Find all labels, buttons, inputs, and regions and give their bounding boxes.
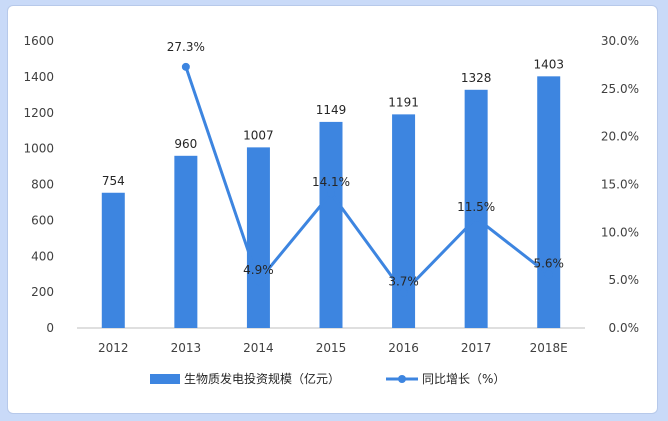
bar: [319, 121, 343, 328]
bar-value-label: 1191: [388, 95, 419, 109]
x-tick-label: 2017: [461, 341, 492, 355]
y-left-tick-label: 400: [31, 249, 54, 263]
legend-swatch-bar: [150, 374, 180, 384]
bar: [537, 76, 561, 328]
axes: 0 200 400 600 800 1000 1200 1400 1600 0.0% 5.0% 10.…: [23, 34, 639, 355]
x-tick-label: 2018E: [530, 341, 568, 355]
y-left-tick-label: 800: [31, 178, 54, 192]
bar-value-label: 960: [174, 137, 197, 151]
y-left-tick-label: 200: [31, 285, 54, 299]
x-tick-label: 2012: [98, 341, 129, 355]
bar-value-label: 754: [102, 174, 125, 188]
bar-value-label: 1403: [533, 57, 564, 71]
bar: [392, 114, 416, 328]
line-value-label: 5.6%: [533, 256, 564, 270]
y-left-tick-label: 0: [46, 321, 54, 335]
bar-value-label: 1007: [243, 128, 274, 142]
x-tick-label: 2013: [171, 341, 202, 355]
bar: [464, 89, 488, 328]
line-value-label: 4.9%: [243, 263, 274, 277]
y-right-tick-label: 15.0%: [601, 178, 639, 192]
legend-label-line: 同比增长（%）: [422, 372, 505, 386]
bar-value-label: 1149: [316, 103, 347, 117]
y-left-tick-label: 600: [31, 213, 54, 227]
data-labels: 754 960 1007 1149 1191 1328 1403 27.3% 4.9% 14.1%…: [102, 40, 564, 289]
growth-line: [184, 66, 550, 295]
legend-swatch-marker: [398, 375, 406, 383]
y-left-tick-label: 1400: [23, 70, 54, 84]
y-left-tick-label: 1000: [23, 142, 54, 156]
bar-series: [101, 76, 561, 328]
bar: [101, 192, 125, 328]
x-tick-label: 2015: [316, 341, 347, 355]
line-point: [181, 62, 190, 71]
legend-label-bar: 生物质发电投资规模（亿元）: [184, 371, 340, 386]
y-right-tick-label: 5.0%: [609, 273, 640, 287]
bar: [174, 155, 198, 328]
bar-value-label: 1328: [461, 71, 492, 85]
line-point: [472, 213, 481, 222]
bar: [246, 147, 270, 328]
y-right-tick-label: 25.0%: [601, 82, 639, 96]
line-point: [544, 270, 553, 279]
line-point: [327, 189, 335, 198]
y-right-tick-label: 30.0%: [601, 34, 639, 48]
y-right-tick-label: 10.0%: [601, 225, 639, 239]
y-left-tick-label: 1600: [23, 34, 54, 48]
y-left-tick-label: 1200: [23, 106, 54, 120]
x-tick-label: 2016: [388, 341, 419, 355]
line-series: [181, 62, 553, 297]
line-value-label: 14.1%: [312, 175, 350, 189]
line-point: [399, 288, 408, 297]
line-point: [254, 277, 263, 286]
y-right-tick-label: 20.0%: [601, 130, 639, 144]
line-value-label: 27.3%: [167, 40, 205, 54]
line-value-label: 11.5%: [457, 200, 495, 214]
line-value-label: 3.7%: [388, 275, 419, 289]
x-tick-label: 2014: [243, 341, 274, 355]
legend: 生物质发电投资规模（亿元） 同比增长（%）: [150, 371, 505, 386]
y-right-tick-label: 0.0%: [609, 321, 640, 335]
